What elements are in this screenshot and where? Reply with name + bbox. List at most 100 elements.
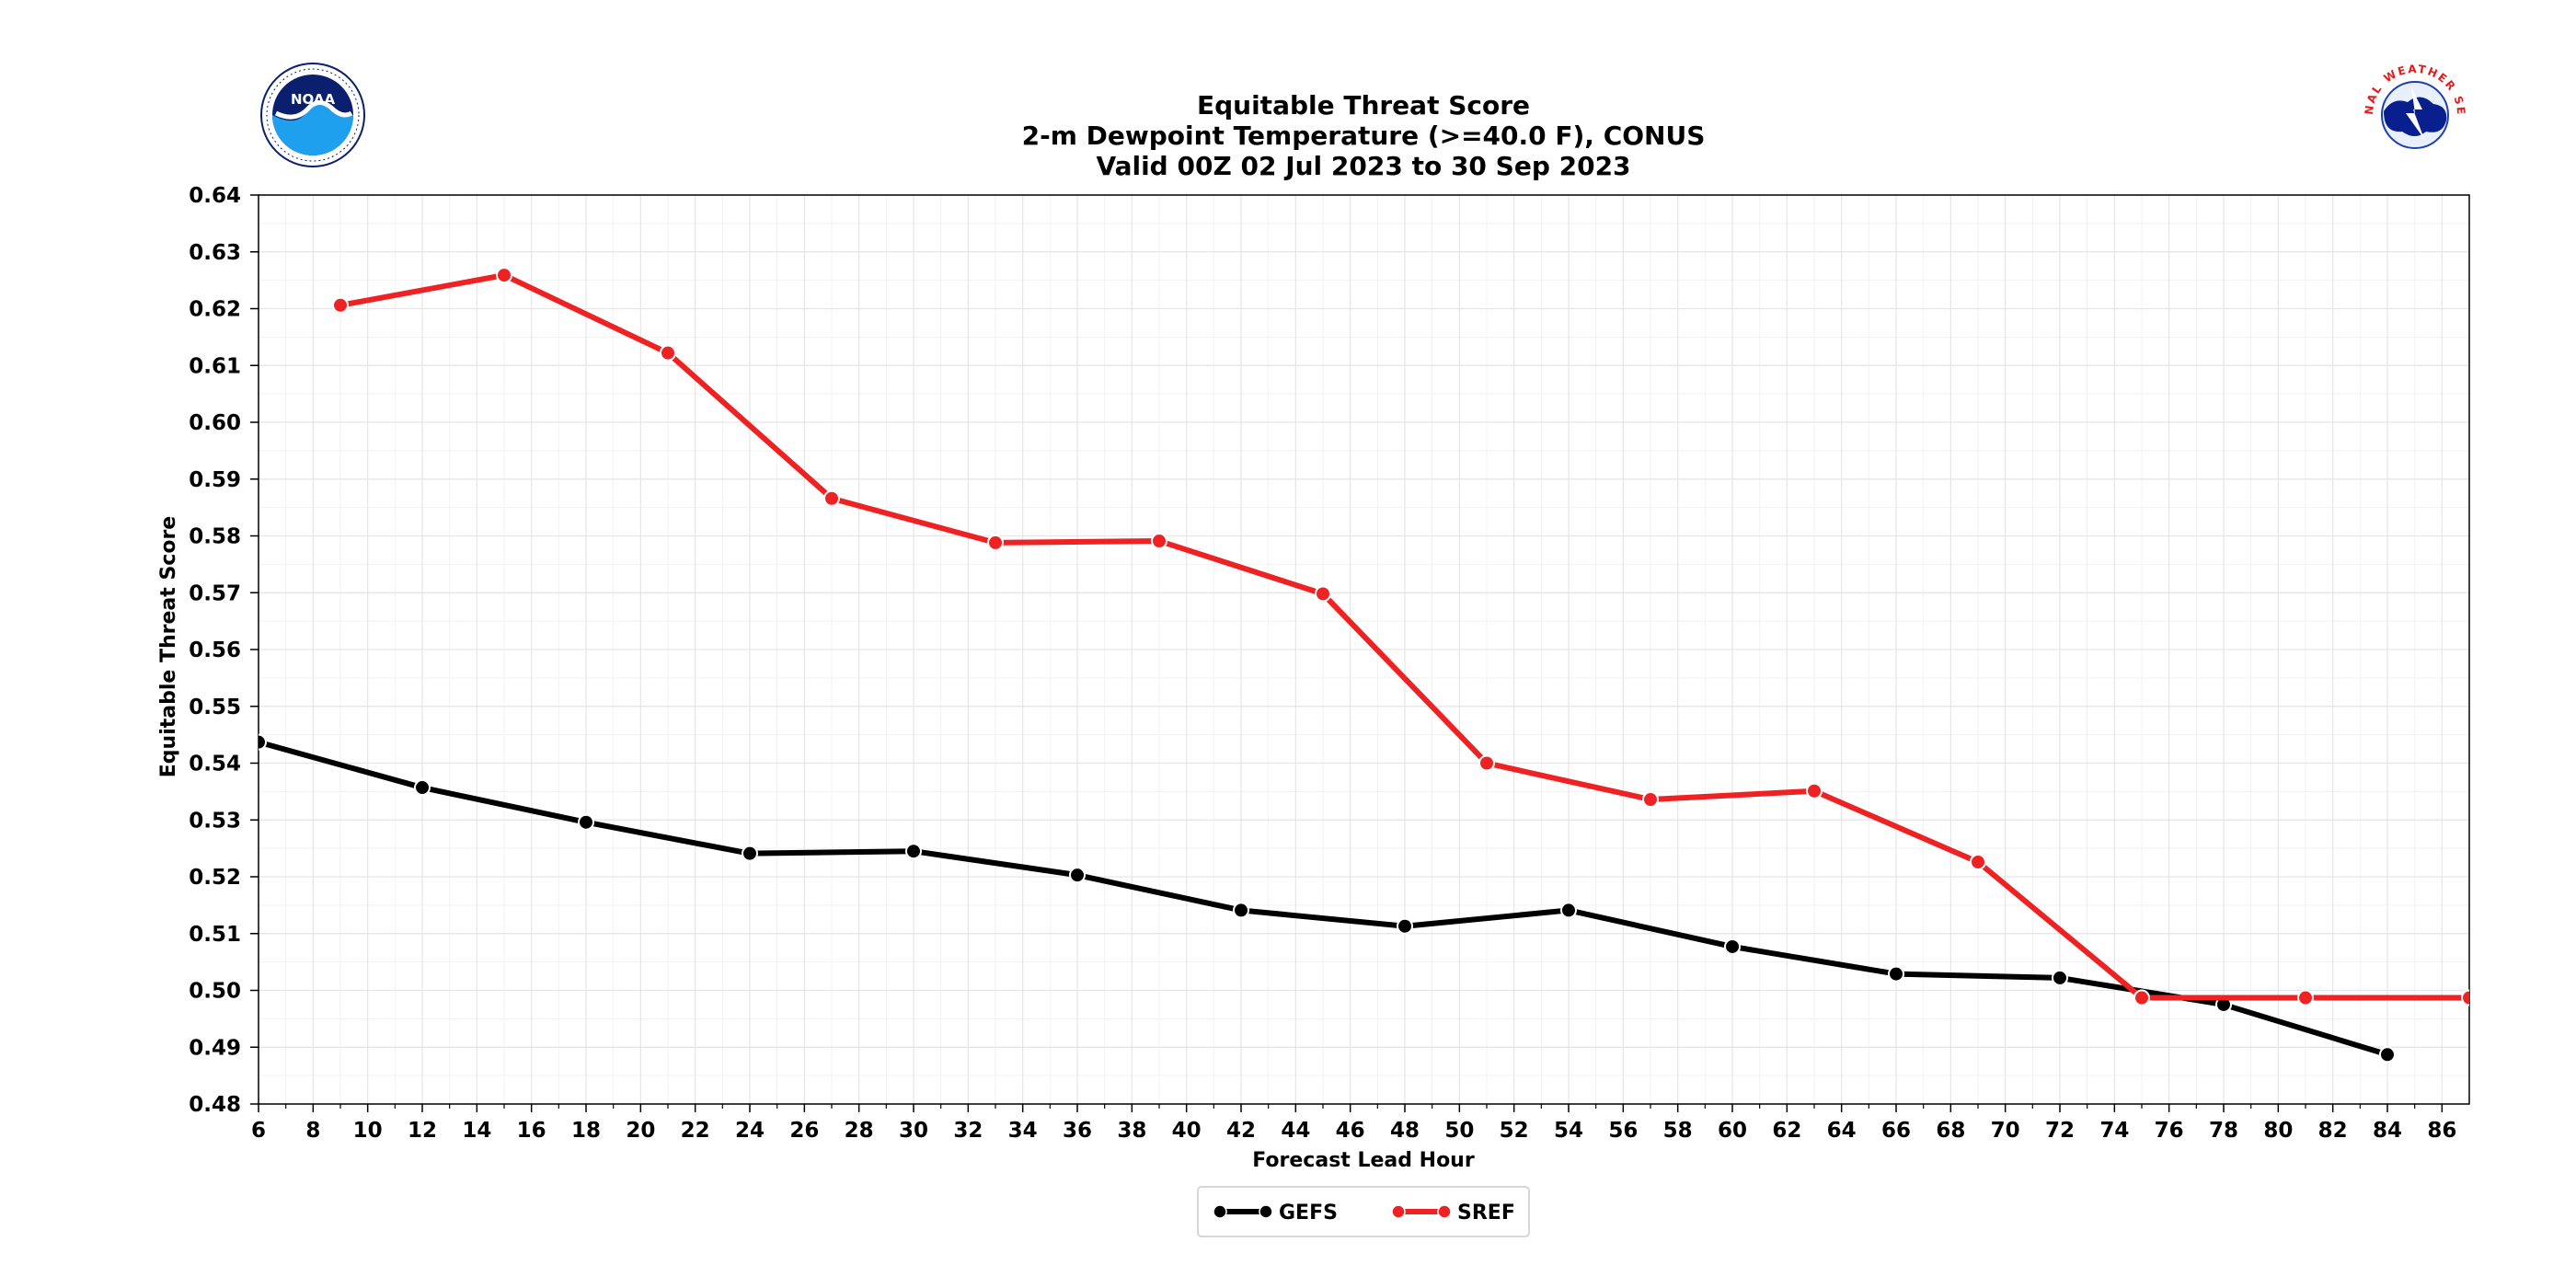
legend-box: [1197, 1186, 1530, 1237]
series-line-gefs: [259, 739, 2390, 1058]
x-tick-label: 66: [1881, 1119, 1911, 1143]
x-tick-label: 14: [462, 1119, 491, 1143]
data-point-gefs: [1397, 917, 1413, 935]
data-point-sref: [1151, 533, 1167, 550]
x-tick-label: 56: [1608, 1119, 1638, 1143]
data-point-sref: [1970, 853, 1986, 870]
x-tick-label: 12: [408, 1119, 437, 1143]
x-tick-label: 52: [1500, 1119, 1529, 1143]
data-point-sref: [496, 267, 512, 284]
chart-title: Equitable Threat Score 2-m Dewpoint Temp…: [1022, 90, 1706, 181]
x-tick-label: 26: [789, 1119, 819, 1143]
legend-label-sref: SREF: [1457, 1202, 1515, 1225]
data-point-gefs: [1233, 902, 1249, 919]
x-tick-label: 80: [2263, 1119, 2293, 1143]
y-tick-label: 0.58: [189, 525, 241, 549]
x-tick-label: 76: [2155, 1119, 2184, 1143]
data-point-sref: [1642, 791, 1659, 809]
data-point-gefs: [578, 813, 594, 831]
x-tick-label: 82: [2318, 1119, 2348, 1143]
x-tick-label: 10: [353, 1119, 383, 1143]
y-tick-label: 0.61: [189, 354, 241, 378]
x-tick-label: 42: [1226, 1119, 1256, 1143]
x-tick-label: 70: [1991, 1119, 2020, 1143]
y-tick-label: 0.59: [189, 468, 241, 492]
data-point-gefs: [2379, 1046, 2396, 1064]
x-tick-label: 78: [2209, 1119, 2238, 1143]
x-tick-label: 74: [2099, 1119, 2129, 1143]
title-line-3: Valid 00Z 02 Jul 2023 to 30 Sep 2023: [1096, 151, 1630, 181]
legend: GEFS SREF: [1197, 1186, 1530, 1237]
grid: [258, 194, 2469, 1105]
data-point-gefs: [1724, 937, 1741, 955]
nws-logo-icon: NATIONAL WEATHER SERVICE: [2363, 63, 2467, 167]
data-point-gefs: [2052, 969, 2068, 986]
y-tick-label: 0.50: [189, 980, 241, 1004]
data-point-sref: [2133, 989, 2150, 1006]
y-tick-label: 0.49: [189, 1036, 241, 1060]
x-axis-label: Forecast Lead Hour: [1252, 1149, 1475, 1172]
y-tick-label: 0.54: [189, 753, 241, 776]
data-point-gefs: [1069, 867, 1086, 884]
x-tick-label: 6: [251, 1119, 266, 1143]
x-tick-label: 22: [681, 1119, 710, 1143]
data-point-gefs: [1560, 902, 1577, 919]
x-tick-label: 64: [1827, 1119, 1857, 1143]
y-tick-label: 0.57: [189, 581, 241, 605]
data-point-sref: [1478, 754, 1495, 772]
x-tick-label: 30: [899, 1119, 928, 1143]
x-tick-label: 62: [1772, 1119, 1801, 1143]
data-point-sref: [1806, 782, 1823, 799]
y-tick-label: 0.62: [189, 298, 241, 322]
x-tick-label: 38: [1117, 1119, 1146, 1143]
x-tick-label: 58: [1663, 1119, 1693, 1143]
y-tick-label: 0.63: [189, 241, 241, 265]
x-tick-label: 20: [626, 1119, 655, 1143]
data-point-gefs: [1888, 965, 1904, 983]
x-tick-label: 40: [1172, 1119, 1202, 1143]
data-point-gefs: [905, 843, 922, 860]
y-tick-label: 0.60: [189, 411, 241, 435]
x-tick-label: 72: [2045, 1119, 2075, 1143]
legend-item-gefs: GEFS: [1213, 1202, 1338, 1225]
noaa-logo-icon: NOAA: [260, 63, 365, 167]
title-line-2: 2-m Dewpoint Temperature (>=40.0 F), CON…: [1022, 121, 1706, 151]
y-tick-label: 0.48: [189, 1093, 241, 1117]
series-line-sref: [338, 272, 2469, 1001]
y-tick-label: 0.56: [189, 638, 241, 662]
x-tick-label: 28: [845, 1119, 874, 1143]
x-tick-label: 16: [517, 1119, 546, 1143]
x-tick-label: 8: [305, 1119, 320, 1143]
x-tick-label: 46: [1336, 1119, 1365, 1143]
title-line-1: Equitable Threat Score: [1197, 90, 1530, 121]
data-point-sref: [2297, 989, 2314, 1006]
y-tick-label: 0.51: [189, 923, 241, 947]
x-tick-label: 32: [953, 1119, 983, 1143]
x-tick-label: 54: [1554, 1119, 1583, 1143]
data-point-gefs: [742, 845, 758, 862]
y-tick-label: 0.55: [189, 696, 241, 719]
x-tick-label: 60: [1718, 1119, 1747, 1143]
x-tick-label: 24: [735, 1119, 765, 1143]
data-point-sref: [660, 344, 676, 362]
axes: 6 8 10 12 14 16 18 20 22 24 26 28 30 32 34 36 38 40 42 44 46…: [189, 184, 2470, 1143]
x-tick-label: 36: [1063, 1119, 1092, 1143]
legend-label-gefs: GEFS: [1279, 1202, 1338, 1225]
x-tick-label: 44: [1281, 1119, 1310, 1143]
data-point-gefs: [259, 733, 267, 751]
x-tick-label: 18: [571, 1119, 601, 1143]
data-point-sref: [987, 534, 1004, 551]
x-tick-label: 48: [1390, 1119, 1420, 1143]
y-tick-label: 0.52: [189, 866, 241, 890]
y-tick-label: 0.53: [189, 809, 241, 833]
x-tick-label: 68: [1936, 1119, 1965, 1143]
data-point-gefs: [414, 779, 431, 797]
data-point-sref: [1315, 585, 1331, 603]
legend-item-sref: SREF: [1391, 1202, 1515, 1225]
series: [259, 267, 2469, 1064]
data-point-sref: [2461, 989, 2469, 1006]
data-point-sref: [823, 489, 840, 507]
x-tick-label: 86: [2427, 1119, 2456, 1143]
noaa-logo-text: NOAA: [291, 91, 336, 108]
